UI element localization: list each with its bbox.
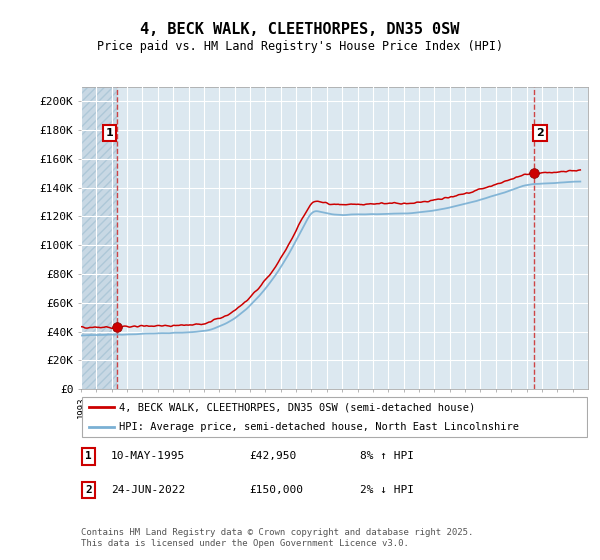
- Text: 1: 1: [85, 451, 92, 461]
- Text: £42,950: £42,950: [249, 451, 296, 461]
- Text: 1: 1: [106, 128, 113, 138]
- Bar: [81, 87, 117, 389]
- Text: 2: 2: [85, 485, 92, 495]
- Text: Price paid vs. HM Land Registry's House Price Index (HPI): Price paid vs. HM Land Registry's House …: [97, 40, 503, 53]
- Text: 8% ↑ HPI: 8% ↑ HPI: [360, 451, 414, 461]
- Text: 4, BECK WALK, CLEETHORPES, DN35 0SW: 4, BECK WALK, CLEETHORPES, DN35 0SW: [140, 22, 460, 38]
- Text: £150,000: £150,000: [249, 485, 303, 495]
- Text: 2: 2: [536, 128, 544, 138]
- Text: 10-MAY-1995: 10-MAY-1995: [111, 451, 185, 461]
- Text: Contains HM Land Registry data © Crown copyright and database right 2025.
This d: Contains HM Land Registry data © Crown c…: [81, 528, 473, 548]
- Text: 24-JUN-2022: 24-JUN-2022: [111, 485, 185, 495]
- Text: HPI: Average price, semi-detached house, North East Lincolnshire: HPI: Average price, semi-detached house,…: [119, 422, 519, 432]
- Text: 4, BECK WALK, CLEETHORPES, DN35 0SW (semi-detached house): 4, BECK WALK, CLEETHORPES, DN35 0SW (sem…: [119, 402, 475, 412]
- Text: 2% ↓ HPI: 2% ↓ HPI: [360, 485, 414, 495]
- FancyBboxPatch shape: [82, 397, 587, 437]
